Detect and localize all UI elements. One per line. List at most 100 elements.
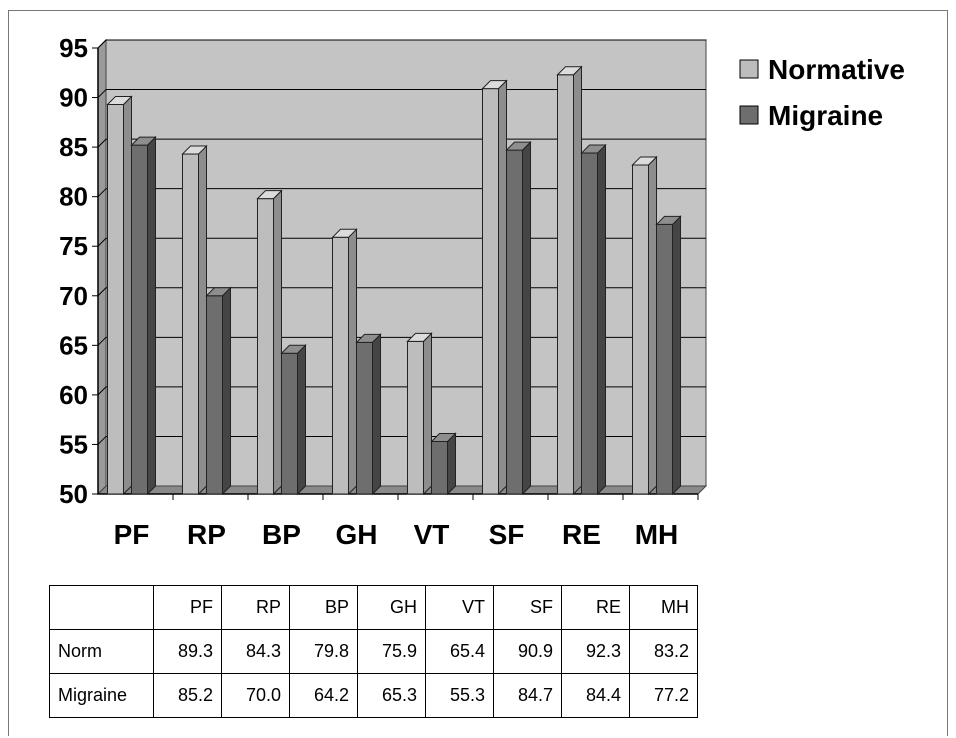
- bar-normative-side: [198, 144, 207, 496]
- table-cell: 77.2: [629, 673, 698, 718]
- bar-normative-top: [331, 228, 358, 238]
- x-category-label: RE: [562, 519, 601, 550]
- x-category-label: MH: [635, 519, 679, 550]
- bar-migraine-top: [205, 287, 232, 297]
- x-category-label: GH: [336, 519, 378, 550]
- table-header-cell: VT: [425, 585, 494, 630]
- table-cell: 90.9: [493, 629, 562, 674]
- table-cell: 84.4: [561, 673, 630, 718]
- bar-migraine-top: [580, 144, 607, 154]
- table-header-cell: GH: [357, 585, 426, 630]
- bar-normative-side: [123, 95, 132, 496]
- gridline-side: [97, 39, 107, 49]
- bar-normative-side: [648, 155, 657, 496]
- bar-migraine: [431, 440, 448, 495]
- bar-migraine: [281, 352, 298, 495]
- legend-label-normative: Normative: [768, 54, 905, 85]
- bar-normative-top: [406, 332, 433, 342]
- table-cell: 84.7: [493, 673, 562, 718]
- table-header-cell: RE: [561, 585, 630, 630]
- table-cell: 65.4: [425, 629, 494, 674]
- table-header-cell: [49, 585, 154, 630]
- bar-migraine: [131, 144, 148, 495]
- y-tick-label: 70: [59, 281, 88, 311]
- figure-frame: [8, 10, 948, 736]
- bar-normative-top: [631, 156, 658, 166]
- bar-normative-side: [573, 65, 582, 496]
- y-tick-label: 75: [59, 231, 88, 261]
- legend-swatch-migraine: [739, 105, 759, 125]
- gridline-side: [97, 188, 107, 198]
- bar-normative: [632, 164, 649, 495]
- table-cell: 79.8: [289, 629, 358, 674]
- table-row-label: Migraine: [49, 673, 154, 718]
- y-tick-label: 95: [59, 33, 88, 63]
- gridline-side: [97, 237, 107, 247]
- table-row-norm: Norm 89.3 84.3 79.8 75.9 65.4 90.9 92.3 …: [49, 629, 698, 674]
- table-cell: 85.2: [153, 673, 222, 718]
- bar-migraine: [206, 295, 223, 495]
- bar-normative: [332, 236, 349, 495]
- table-cell: 92.3: [561, 629, 630, 674]
- table-header-cell: PF: [153, 585, 222, 630]
- bar-migraine-side: [297, 344, 306, 496]
- table-cell: 64.2: [289, 673, 358, 718]
- bar-normative-top: [256, 190, 283, 200]
- legend-swatch-normative: [739, 59, 759, 79]
- table-cell: 70.0: [221, 673, 290, 718]
- bar-normative-side: [498, 79, 507, 496]
- bar-migraine-side: [147, 135, 156, 496]
- x-category-label: RP: [187, 519, 226, 550]
- table-cell: 75.9: [357, 629, 426, 674]
- bar-normative: [107, 103, 124, 495]
- table-cell: 84.3: [221, 629, 290, 674]
- bar-migraine-top: [505, 141, 532, 151]
- bar-migraine-top: [430, 432, 457, 442]
- bar-migraine: [656, 223, 673, 495]
- table-header-row: PF RP BP GH VT SF RE MH: [49, 585, 698, 630]
- bar-migraine-side: [222, 286, 231, 496]
- table-row-migraine: Migraine 85.2 70.0 64.2 65.3 55.3 84.7 8…: [49, 673, 698, 718]
- bar-migraine-side: [447, 432, 456, 496]
- y-tick-label: 50: [59, 479, 88, 509]
- y-tick-label: 80: [59, 182, 88, 212]
- bar-normative: [482, 88, 499, 495]
- y-tick-label: 90: [59, 83, 88, 113]
- y-tick-label: 65: [59, 330, 88, 360]
- legend-label-migraine: Migraine: [768, 100, 883, 131]
- gridline-side: [97, 436, 107, 445]
- gridline-side: [97, 287, 107, 297]
- table-row-label: Norm: [49, 629, 154, 674]
- bar-normative-side: [423, 332, 432, 496]
- gridline-side: [97, 386, 107, 396]
- bar-normative: [182, 153, 199, 495]
- bar-normative-top: [556, 66, 583, 76]
- bar-migraine-side: [597, 143, 606, 496]
- table-cell: 83.2: [629, 629, 698, 674]
- bar-normative-top: [181, 145, 208, 155]
- bar-migraine-side: [522, 140, 531, 496]
- bar-normative: [557, 74, 574, 495]
- data-table: PF RP BP GH VT SF RE MH Norm 89.3 84.3 7…: [49, 585, 698, 718]
- bar-migraine-top: [280, 344, 307, 354]
- x-category-label: BP: [262, 519, 301, 550]
- bar-normative-side: [273, 189, 282, 496]
- bar-chart: 50 55 60 65 70 75 80 85 90 95 PF RP BP GH VT SF RE MH Norm…: [59, 33, 905, 550]
- bar-migraine: [581, 152, 598, 495]
- bar-normative: [407, 340, 424, 495]
- table-header-cell: MH: [629, 585, 698, 630]
- table-cell: 89.3: [153, 629, 222, 674]
- gridline-side: [97, 89, 107, 98]
- y-tick-label: 85: [59, 132, 88, 162]
- bar-migraine: [356, 341, 373, 495]
- bar-migraine-top: [655, 215, 682, 225]
- table-cell: 65.3: [357, 673, 426, 718]
- table-header-cell: SF: [493, 585, 562, 630]
- x-category-label: VT: [414, 519, 450, 550]
- bar-migraine: [506, 149, 523, 495]
- x-category-label: PF: [114, 519, 150, 550]
- table-header-cell: BP: [289, 585, 358, 630]
- gridline-side: [97, 336, 107, 346]
- y-tick-label: 55: [59, 429, 88, 459]
- table-header-cell: RP: [221, 585, 290, 630]
